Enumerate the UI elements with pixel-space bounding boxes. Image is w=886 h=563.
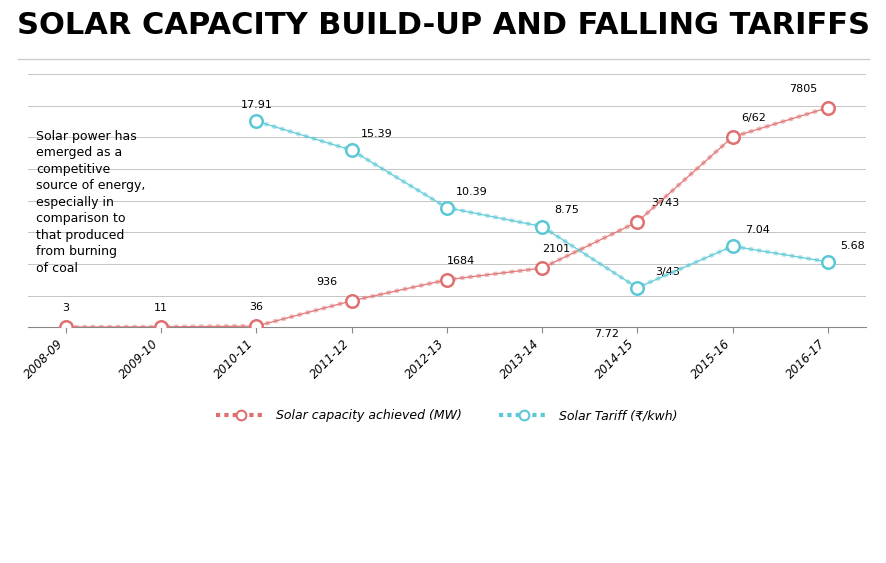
Text: 3743: 3743 xyxy=(650,198,679,208)
Text: 3/43: 3/43 xyxy=(655,266,680,276)
Text: 2101: 2101 xyxy=(541,244,570,254)
Text: 36: 36 xyxy=(249,302,263,312)
Text: 10.39: 10.39 xyxy=(455,186,487,196)
Text: 15.39: 15.39 xyxy=(361,129,392,139)
Text: 5.68: 5.68 xyxy=(839,241,864,251)
Text: 17.91: 17.91 xyxy=(240,100,272,110)
Text: 936: 936 xyxy=(315,277,337,287)
Text: 7.04: 7.04 xyxy=(744,225,769,235)
Text: 1684: 1684 xyxy=(446,256,474,266)
Text: SOLAR CAPACITY BUILD-UP AND FALLING TARIFFS: SOLAR CAPACITY BUILD-UP AND FALLING TARI… xyxy=(17,11,869,41)
Text: 3: 3 xyxy=(62,303,69,313)
Text: 11: 11 xyxy=(154,303,168,313)
Legend: Solar capacity achieved (MW), Solar Tariff (₹/kwh): Solar capacity achieved (MW), Solar Tari… xyxy=(211,404,682,427)
Text: 7.72: 7.72 xyxy=(594,329,618,339)
Text: Solar power has
emerged as a
competitive
source of energy,
especially in
compari: Solar power has emerged as a competitive… xyxy=(36,130,145,275)
Text: 6/62: 6/62 xyxy=(740,113,765,123)
Text: 8.75: 8.75 xyxy=(554,205,579,216)
Text: 7805: 7805 xyxy=(788,84,816,94)
